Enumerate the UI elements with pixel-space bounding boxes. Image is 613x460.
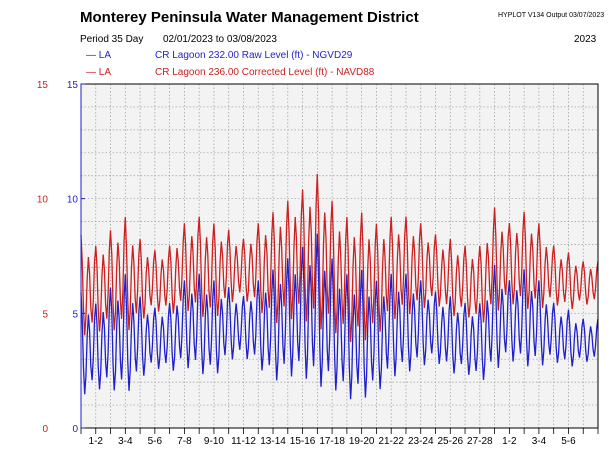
x-axis-tick-label: 3-4: [532, 436, 547, 447]
x-axis-tick-label: 21-22: [378, 436, 404, 447]
series-line-raw-level: [80, 233, 599, 400]
x-axis-tick-label: 19-20: [349, 436, 375, 447]
x-axis-tick-label: 15-16: [290, 436, 316, 447]
legend-marker-raw: — LA: [86, 50, 112, 61]
legend-text-corrected: CR Lagoon 236.00 Corrected Level (ft) - …: [155, 67, 375, 78]
right-axis-tick-label: 5: [72, 309, 78, 320]
period-label: Period 35 Day: [80, 34, 144, 45]
year-label: 2023: [574, 34, 597, 45]
x-axis-tick-label: 5-6: [148, 436, 163, 447]
chart-title: Monterey Peninsula Water Management Dist…: [80, 9, 419, 26]
x-axis-tick-label: 7-8: [177, 436, 192, 447]
x-axis-tick-label: 27-28: [467, 436, 493, 447]
x-axis-tick-label: 9-10: [204, 436, 224, 447]
legend-marker-corrected: — LA: [86, 67, 112, 78]
period-range: 02/01/2023 to 03/08/2023: [162, 34, 277, 45]
legend-text-raw: CR Lagoon 232.00 Raw Level (ft) - NGVD29: [155, 50, 353, 61]
x-axis-tick-label: 3-4: [118, 436, 133, 447]
x-axis-tick-label: 13-14: [260, 436, 286, 447]
period-info: Period 35 Day 02/01/2023 to 03/08/2023: [80, 34, 277, 45]
x-axis-tick-label: 11-12: [231, 436, 256, 447]
x-axis-tick-label: 1-2: [502, 436, 517, 447]
right-axis-tick-label: 0: [72, 424, 78, 435]
left-axis-tick-label: 5: [42, 309, 48, 320]
x-axis-tick-label: 25-26: [437, 436, 463, 447]
left-axis-tick-label: 0: [42, 424, 48, 435]
right-axis-tick-label: 15: [67, 80, 79, 91]
left-axis-tick-label: 10: [37, 195, 49, 206]
left-axis-tick-label: 15: [37, 80, 49, 91]
x-axis-tick-label: 5-6: [561, 436, 576, 447]
x-axis-tick-label: 17-18: [319, 436, 345, 447]
x-axis-tick-label: 23-24: [408, 436, 434, 447]
hyplot-output-info: HYPLOT V134 Output 03/07/2023: [498, 12, 605, 19]
series-line-corrected-level: [80, 173, 599, 342]
right-axis-tick-label: 10: [67, 195, 79, 206]
x-axis-tick-label: 1-2: [89, 436, 104, 447]
plot-background: [81, 84, 598, 428]
